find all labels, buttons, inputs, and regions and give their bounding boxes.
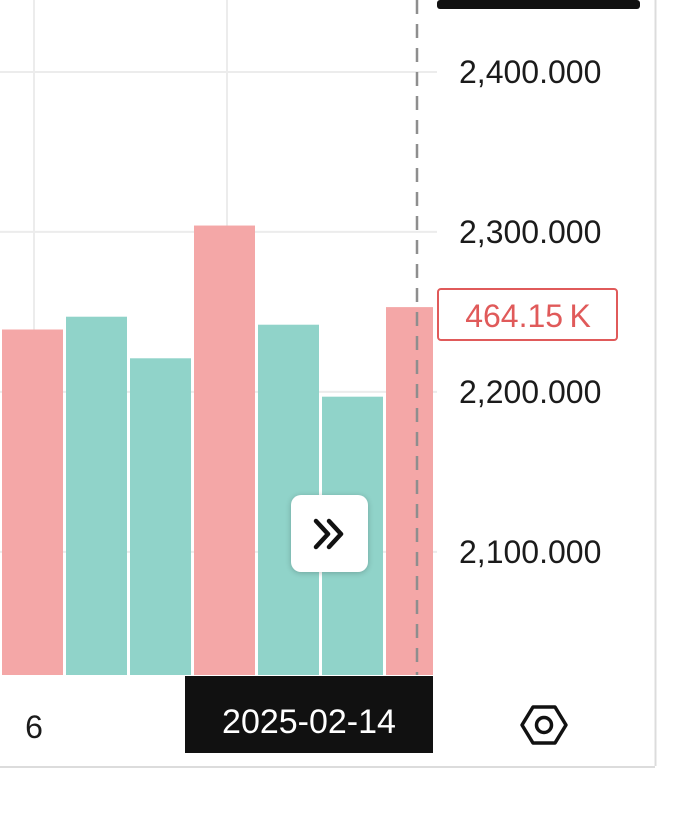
x-tick-label: 6: [25, 709, 43, 745]
volume-bar-up: [66, 316, 127, 675]
double-chevron-right-icon: [313, 518, 343, 549]
bars: [2, 225, 433, 675]
last-value-label: 464.15 K: [465, 298, 591, 334]
y-axis: 2,400.000 2,300.000 2,200.000 2,100.000: [459, 54, 601, 570]
x-axis: 6 2025-02-14: [25, 676, 433, 753]
top-price-badge-edge: [437, 0, 640, 9]
y-tick-label: 2,400.000: [459, 54, 601, 90]
crosshair-date-badge: [185, 676, 433, 753]
last-value-badge: [437, 288, 618, 341]
chart-settings-button[interactable]: [518, 700, 570, 750]
y-tick-label: 2,300.000: [459, 214, 601, 250]
volume-bar-up: [130, 358, 191, 675]
scroll-to-latest-button[interactable]: [291, 495, 368, 572]
volume-bar-down: [194, 225, 255, 675]
hexagon-gear-icon: [520, 705, 568, 745]
crosshair-date-label: 2025-02-14: [222, 703, 396, 741]
y-tick-label: 2,100.000: [459, 534, 601, 570]
volume-bar-down: [2, 329, 63, 675]
y-tick-label: 2,200.000: [459, 374, 601, 410]
volume-bar-down: [386, 307, 433, 675]
last-value-marker: 464.15 K: [437, 288, 618, 341]
